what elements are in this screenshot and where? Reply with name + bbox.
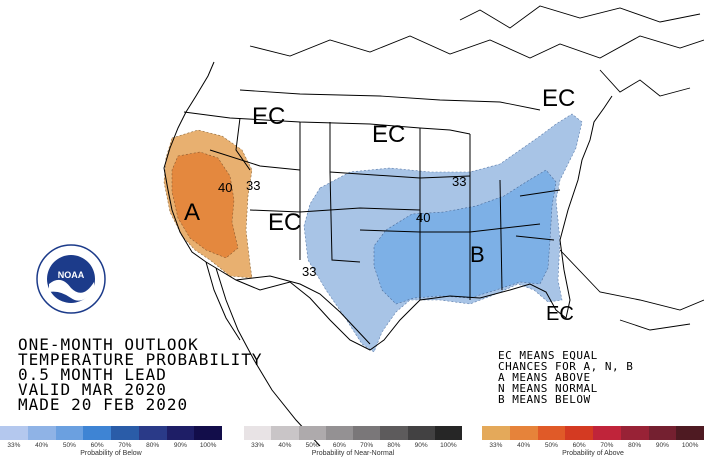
ec-label-northwest: EC (252, 103, 285, 130)
normal-tick-label: 60% (332, 442, 346, 449)
below-tick-label: 40% (35, 442, 49, 449)
above-tick-label: 90% (655, 442, 669, 449)
mexico-coastline (215, 267, 321, 447)
east-coastline (559, 95, 613, 271)
title-line-2: TEMPERATURE PROBABILITY (18, 350, 263, 369)
above-bar-cell (620, 426, 649, 440)
ec-label-north-central: EC (372, 121, 405, 148)
normal-tick-label: 90% (414, 442, 428, 449)
title-line-5: MADE 20 FEB 2020 (18, 395, 189, 414)
normal-tick-label: 40% (278, 442, 292, 449)
noaa-logo-text: NOAA (58, 270, 85, 280)
mexico-border (235, 275, 371, 345)
normal-bar-cell (271, 426, 299, 440)
below-bar-cell (27, 426, 56, 440)
above-bar-cell (482, 426, 510, 440)
contour-label-33-south: 33 (302, 264, 316, 279)
below-tick-label: 60% (90, 442, 104, 449)
contour-label-40-east: 40 (416, 210, 430, 225)
baja-peninsula (205, 261, 241, 341)
below-tick-label: 50% (62, 442, 76, 449)
below-bar-cell (194, 426, 222, 440)
title-line-1: ONE-MONTH OUTLOOK (18, 335, 199, 354)
above-tick-label: 33% (489, 442, 503, 449)
below-tick-label: 100% (199, 442, 217, 449)
above-bar-cell (509, 426, 538, 440)
normal-caption: Probability of Near-Normal (311, 450, 395, 457)
normal-bar-cell (244, 426, 272, 440)
above-tick-label: 50% (544, 442, 558, 449)
above-bar-cell (648, 426, 677, 440)
below-tick-label: 33% (7, 442, 21, 449)
above-tick-label: 40% (517, 442, 531, 449)
normal-tick-label: 100% (440, 442, 457, 449)
below-bar-cell (55, 426, 84, 440)
title-line-3: 0.5 MONTH LEAD (18, 365, 167, 384)
contour-label-40-west: 40 (218, 180, 232, 195)
contour-label-33-west: 33 (246, 178, 260, 193)
below-tick-label: 70% (118, 442, 132, 449)
normal-bar-cell (407, 426, 435, 440)
key-line-4: N MEANS NORMAL (498, 382, 598, 395)
normal-bar-cell (353, 426, 381, 440)
normal-bar-cell (434, 426, 462, 440)
below-bar-cell (0, 426, 28, 440)
above-bar-cell (593, 426, 621, 440)
above-tick-label: 80% (628, 442, 642, 449)
ec-label-southwest: EC (268, 209, 301, 236)
above-40-region (171, 151, 239, 259)
canada-arctic-coast (249, 35, 704, 59)
below-bar-cell (83, 426, 111, 440)
below-caption: Probability of Below (80, 450, 142, 457)
ec-label-florida: EC (546, 303, 574, 325)
key-line-2: CHANCES FOR A, N, B (498, 360, 634, 373)
category-key: EC MEANS EQUAL CHANCES FOR A, N, B A MEA… (498, 350, 633, 405)
below-bar-cell (111, 426, 139, 440)
normal-tick-label: 80% (387, 442, 401, 449)
above-tick-label: 100% (681, 442, 699, 449)
above-tick-label: 60% (572, 442, 586, 449)
normal-bar-cell (325, 426, 353, 440)
ec-label-northeast: EC (542, 85, 575, 112)
key-line-3: A MEANS ABOVE (498, 371, 591, 384)
normal-tick-label: 70% (360, 442, 374, 449)
noaa-logo-icon: NOAA (36, 244, 106, 314)
above-tick-label: 70% (600, 442, 614, 449)
normal-bar-cell (298, 426, 326, 440)
above-color-bar: 33% 40% 50% 60% 70% 80% 90% 100% Probability of… (482, 426, 704, 457)
gulf-coastline (215, 267, 571, 351)
below-color-bar: 33% 40% 50% 60% 70% 80% 90% 100% Probability of… (0, 426, 222, 457)
above-label: A (184, 199, 200, 226)
above-bar-cell (537, 426, 566, 440)
key-line-1: EC MEANS EQUAL (498, 349, 598, 362)
below-tick-label: 90% (173, 442, 187, 449)
normal-bar-cell (380, 426, 408, 440)
below-label: B (470, 242, 485, 267)
us-canada-border (183, 111, 471, 135)
above-bar-cell (676, 426, 704, 440)
below-tick-label: 80% (146, 442, 160, 449)
contour-label-33-east: 33 (452, 174, 466, 189)
above-bar-cell (565, 426, 593, 440)
key-line-5: B MEANS BELOW (498, 393, 591, 406)
normal-color-bar: 33% 40% 50% 60% 70% 80% 90% 100% Probability of… (244, 426, 462, 457)
outlook-title-block: ONE-MONTH OUTLOOK TEMPERATURE PROBABILIT… (18, 335, 263, 414)
normal-tick-label: 33% (251, 442, 265, 449)
normal-tick-label: 50% (305, 442, 319, 449)
below-bar-cell (138, 426, 167, 440)
west-coastline (163, 61, 217, 269)
below-bar-cell (166, 426, 195, 440)
title-line-4: VALID MAR 2020 (18, 380, 167, 399)
above-caption: Probability of Above (562, 450, 624, 457)
